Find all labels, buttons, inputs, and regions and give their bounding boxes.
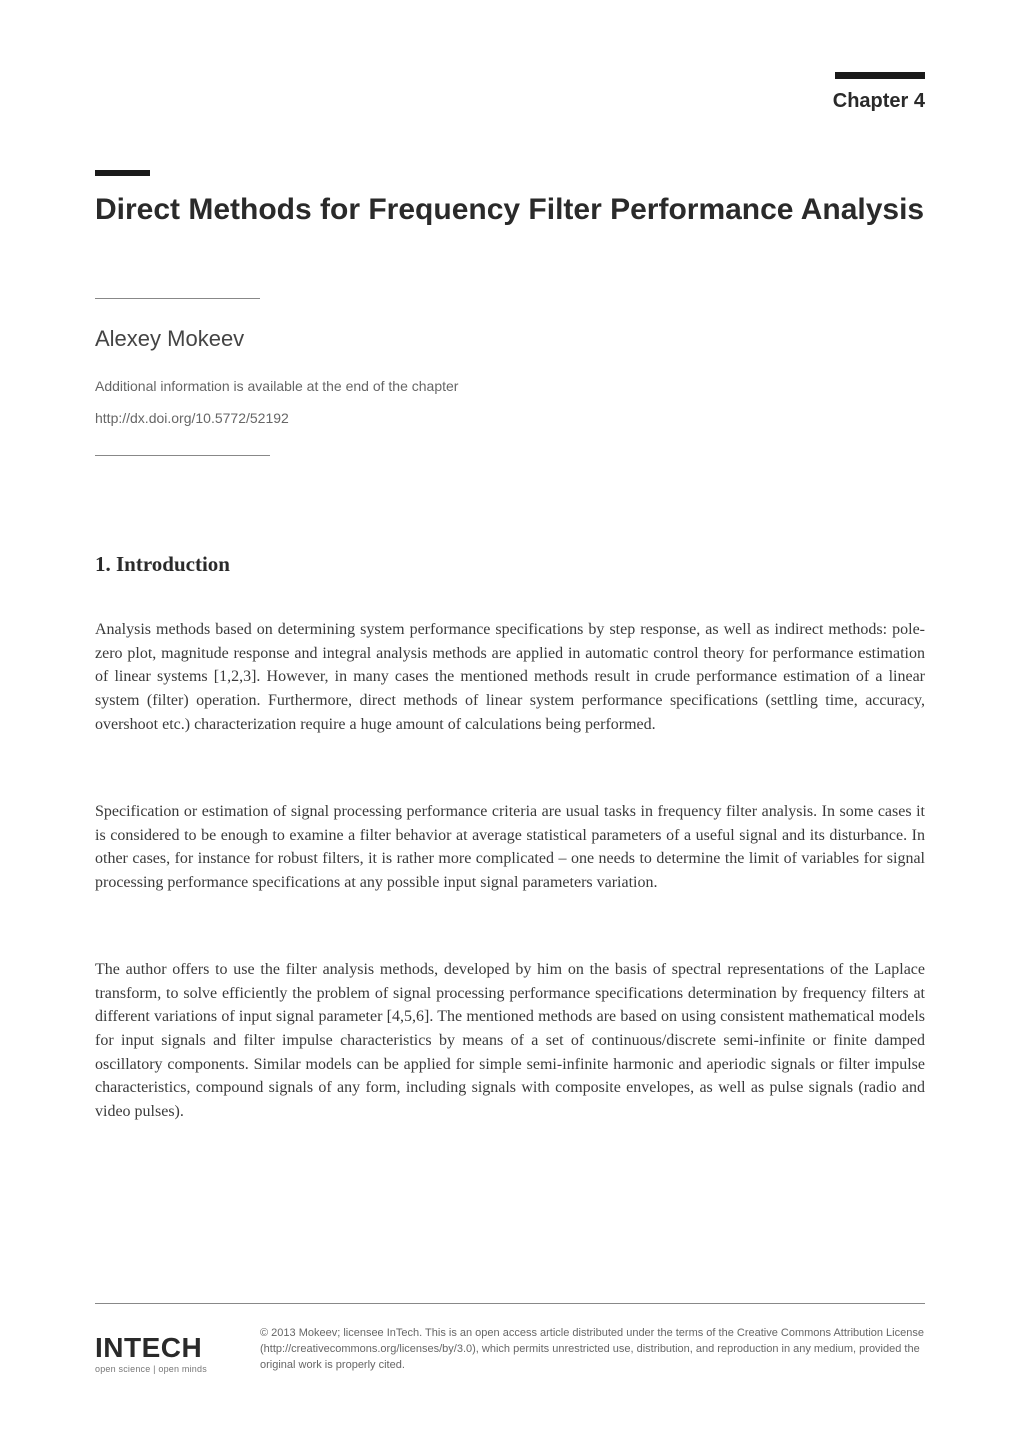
author-name: Alexey Mokeev <box>95 326 244 352</box>
publisher-logo: INTECH open science | open minds <box>95 1332 207 1374</box>
chapter-label: Chapter 4 <box>833 90 925 113</box>
logo-tagline: open science | open minds <box>95 1364 207 1374</box>
section-title: Introduction <box>116 552 230 576</box>
copyright-notice: © 2013 Mokeev; licensee InTech. This is … <box>260 1326 925 1374</box>
doi-link[interactable]: http://dx.doi.org/10.5772/52192 <box>95 410 289 426</box>
body-paragraph-1: Analysis methods based on determining sy… <box>95 618 925 736</box>
author-divider-rule <box>95 298 260 299</box>
section-number: 1. <box>95 552 111 576</box>
meta-divider-rule <box>95 455 270 456</box>
body-paragraph-2: Specification or estimation of signal pr… <box>95 800 925 895</box>
logo-text: INTECH <box>95 1332 207 1364</box>
body-paragraph-3: The author offers to use the filter anal… <box>95 958 925 1124</box>
section-heading-introduction: 1. Introduction <box>95 552 230 577</box>
paper-title: Direct Methods for Frequency Filter Perf… <box>95 190 925 229</box>
footer-divider-rule <box>95 1303 925 1304</box>
info-availability-line: Additional information is available at t… <box>95 378 458 394</box>
title-marker-rule <box>95 170 150 176</box>
chapter-marker-rule <box>835 72 925 79</box>
